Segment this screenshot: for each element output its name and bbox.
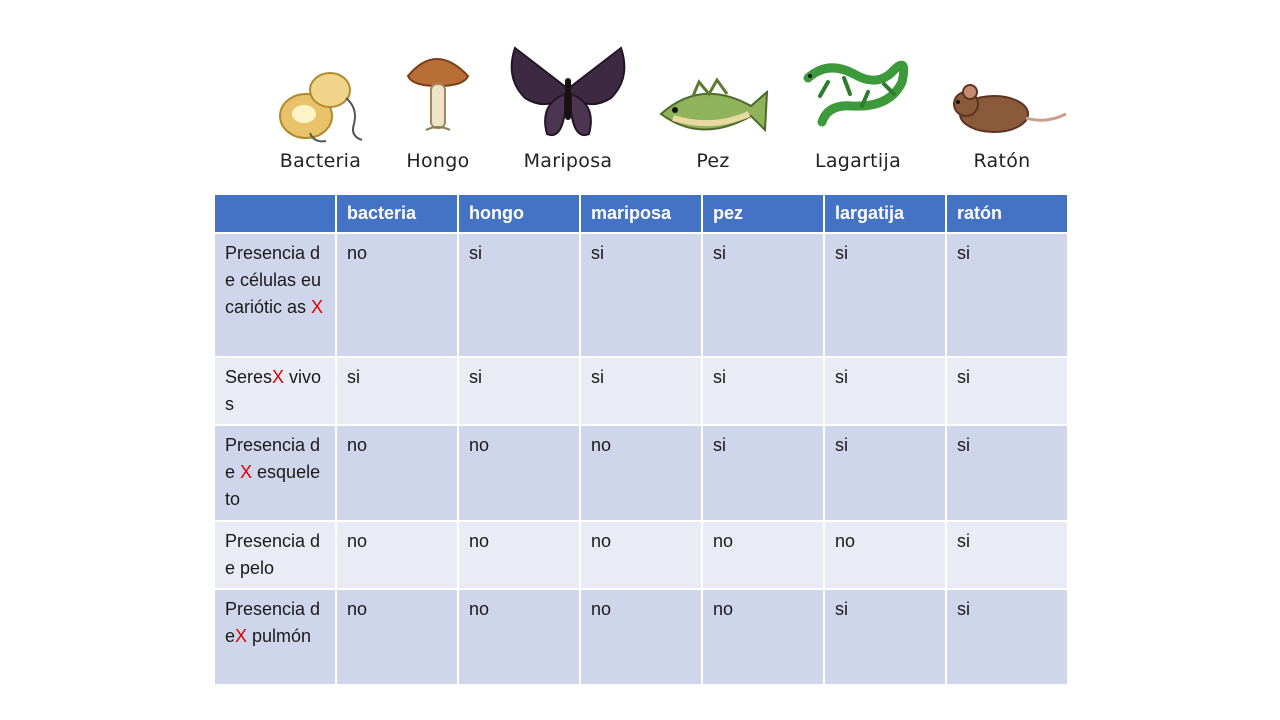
table-cell: si (335, 356, 459, 426)
table-cell: si (945, 520, 1069, 590)
row-label: Presencia de X esqueleto (213, 424, 337, 522)
lizard-label: Lagartija (814, 150, 902, 172)
x-mark: X (240, 462, 253, 482)
table-header-row: bacteria hongo mariposa pez largatija ra… (213, 193, 1069, 234)
mouse-illustration: Ratón (936, 38, 1068, 180)
header-cell: largatija (823, 193, 947, 234)
table-cell: no (457, 520, 581, 590)
table-cell: si (457, 232, 581, 358)
table-cell: si (701, 232, 825, 358)
table-cell: si (823, 232, 947, 358)
header-cell: bacteria (335, 193, 459, 234)
mouse-label: Ratón (973, 150, 1031, 172)
table-cell: no (579, 424, 703, 522)
table-cell: si (701, 424, 825, 522)
table-cell: no (457, 588, 581, 686)
table-cell: si (457, 356, 581, 426)
x-mark: X (235, 626, 248, 646)
header-cell: hongo (457, 193, 581, 234)
header-cell: ratón (945, 193, 1069, 234)
table-row: Presencia de pelo no no no no no si (213, 520, 1069, 590)
animal-illustration-strip: Bacteria Hongo Mariposa Pez (268, 38, 1068, 180)
header-cell: pez (701, 193, 825, 234)
header-cell-empty (213, 193, 337, 234)
mushroom-label: Hongo (406, 150, 470, 172)
row-label: Presencia de células eucariótic as X (213, 232, 337, 358)
butterfly-label: Mariposa (523, 150, 613, 172)
table-cell: no (335, 520, 459, 590)
bacteria-illustration: Bacteria (268, 38, 373, 180)
table-cell: no (335, 588, 459, 686)
table-row: SeresX vivos si si si si si si (213, 356, 1069, 426)
table-row: Presencia deX pulmón no no no no si si (213, 588, 1069, 686)
fish-label: Pez (696, 150, 730, 172)
comparison-table: bacteria hongo mariposa pez largatija ra… (213, 193, 1069, 686)
table-cell: no (579, 588, 703, 686)
table-cell: no (335, 232, 459, 358)
table-cell: si (823, 588, 947, 686)
x-mark: X (272, 367, 285, 387)
fish-illustration: Pez (653, 38, 773, 180)
table-row: Presencia de X esqueleto no no no si si … (213, 424, 1069, 522)
row-label: SeresX vivos (213, 356, 337, 426)
row-label: Presencia de pelo (213, 520, 337, 590)
table-row: Presencia de células eucariótic as X no … (213, 232, 1069, 358)
x-mark: X (311, 297, 324, 317)
table-cell: si (945, 356, 1069, 426)
table-cell: si (823, 356, 947, 426)
table-cell: no (701, 588, 825, 686)
table-cell: no (823, 520, 947, 590)
table-cell: si (823, 424, 947, 522)
row-label: Presencia deX pulmón (213, 588, 337, 686)
butterfly-illustration: Mariposa (503, 38, 633, 180)
bacteria-label: Bacteria (279, 150, 362, 172)
table-cell: si (579, 232, 703, 358)
table-cell: si (945, 232, 1069, 358)
table-cell: no (701, 520, 825, 590)
table-cell: si (945, 588, 1069, 686)
table-cell: si (579, 356, 703, 426)
mushroom-illustration: Hongo (398, 38, 478, 180)
table-cell: si (945, 424, 1069, 522)
table-cell: no (457, 424, 581, 522)
table-cell: no (335, 424, 459, 522)
table-cell: si (701, 356, 825, 426)
lizard-illustration: Lagartija (798, 38, 918, 180)
table-cell: no (579, 520, 703, 590)
header-cell: mariposa (579, 193, 703, 234)
